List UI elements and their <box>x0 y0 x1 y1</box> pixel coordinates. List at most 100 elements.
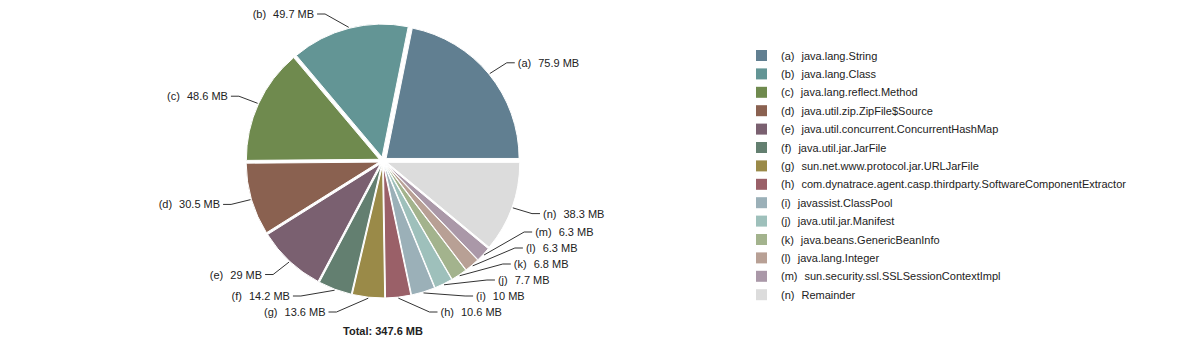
data-label: (l) 6.3 MB <box>526 242 578 254</box>
legend-name: javassist.ClassPool <box>797 197 893 209</box>
label-value: 6.3 MB <box>543 242 578 254</box>
legend-name: java.beans.GenericBeanInfo <box>800 234 940 246</box>
legend-name: java.lang.reflect.Method <box>800 86 918 98</box>
label-value: 29 MB <box>230 269 262 281</box>
legend-label: (m) sun.security.ssl.SSLSessionContextImp… <box>781 270 1001 282</box>
legend-code: (c) <box>781 86 794 98</box>
leader-line <box>317 14 349 27</box>
label-value: 38.3 MB <box>563 208 604 220</box>
legend-code: (d) <box>781 105 794 117</box>
data-label: (a) 75.9 MB <box>518 57 579 69</box>
legend-label: (h)com.dynatrace.agent.casp.thirdparty.S… <box>781 178 1126 190</box>
legend-label: (b)java.lang.Class <box>781 68 877 80</box>
label-code: (l) <box>526 242 536 254</box>
label-value: 75.9 MB <box>538 57 579 69</box>
pie-slice <box>387 162 520 247</box>
label-code: (h) <box>441 306 454 318</box>
label-code: (g) <box>264 306 277 318</box>
legend-label: (d) java.util.zip.ZipFile$Source <box>781 105 933 117</box>
legend-swatch <box>756 216 767 227</box>
legend-code: (a) <box>781 50 794 62</box>
legend-name: java.lang.Integer <box>797 252 880 264</box>
label-code: (f) <box>232 290 242 302</box>
total-label: Total: 347.6 MB <box>343 325 423 337</box>
legend-name: java.util.zip.ZipFile$Source <box>800 105 932 117</box>
legend-swatch <box>756 197 767 208</box>
legend-swatch <box>756 50 767 61</box>
leader-line <box>513 208 540 214</box>
label-code: (k) <box>514 258 527 270</box>
legend-code: (e) <box>781 123 794 135</box>
legend-swatch <box>756 105 767 116</box>
slices <box>246 24 520 298</box>
data-label: (i) 10 MB <box>476 290 525 302</box>
leader-line <box>473 248 523 266</box>
data-label: (f) 14.2 MB <box>232 290 290 302</box>
label-code: (a) <box>518 57 531 69</box>
legend-label: (k) java.beans.GenericBeanInfo <box>781 234 940 246</box>
legend-swatch <box>756 289 767 300</box>
chart: (a)75.9 MB(b)49.7 MB(c)48.6 MB(d)30.5 MB… <box>0 0 1200 350</box>
legend-swatch <box>756 124 767 135</box>
legend-code: (k) <box>781 234 794 246</box>
legend-swatch <box>756 271 767 282</box>
data-label: (e) 29 MB <box>210 269 262 281</box>
leader-lines <box>223 14 540 312</box>
label-value: 49.7 MB <box>273 8 314 20</box>
legend-code: (g) <box>781 160 794 172</box>
legend-name: java.util.jar.JarFile <box>797 142 886 154</box>
legend-label: (n) Remainder <box>781 289 856 301</box>
legend-label: (e)java.util.concurrent.ConcurrentHashMa… <box>781 123 998 135</box>
legend-label: (g)sun.net.www.protocol.jar.URLJarFile <box>781 160 979 172</box>
label-code: (i) <box>476 290 486 302</box>
legend-swatch <box>756 142 767 153</box>
label-code: (n) <box>543 208 556 220</box>
label-code: (b) <box>253 8 266 20</box>
data-label: (m)6.3 MB <box>535 226 593 238</box>
label-code: (e) <box>210 269 223 281</box>
legend-name: java.util.jar.Manifest <box>797 215 895 227</box>
label-value: 30.5 MB <box>179 198 220 210</box>
legend-label: (l)java.lang.Integer <box>781 252 879 264</box>
legend-swatch <box>756 87 767 98</box>
leader-line <box>265 262 289 274</box>
legend-swatch <box>756 252 767 263</box>
leader-line <box>444 280 495 285</box>
data-label: (g)13.6 MB <box>264 306 325 318</box>
legend-code: (h) <box>781 178 794 190</box>
pie-slice <box>352 165 384 298</box>
data-labels: (a)75.9 MB(b)49.7 MB(c)48.6 MB(d)30.5 MB… <box>159 8 605 318</box>
legend-name: java.lang.Class <box>800 68 876 80</box>
legend-code: (n) <box>781 289 794 301</box>
legend-name: sun.security.ssl.SSLSessionContextImpl <box>805 270 1001 282</box>
legend: (a) java.lang.String (b)java.lang.Class (c)… <box>756 50 1126 301</box>
label-value: 10 MB <box>493 290 525 302</box>
data-label: (n) 38.3 MB <box>543 208 604 220</box>
legend-name: java.lang.String <box>800 50 877 62</box>
leader-line <box>460 264 511 276</box>
legend-code: (m) <box>781 270 798 282</box>
legend-label: (c) java.lang.reflect.Method <box>781 86 918 98</box>
legend-code: (f) <box>781 142 791 154</box>
legend-swatch <box>756 160 767 171</box>
legend-label: (j) java.util.jar.Manifest <box>781 215 894 227</box>
legend-label: (f) java.util.jar.JarFile <box>781 142 886 154</box>
legend-name: Remainder <box>801 289 855 301</box>
legend-swatch <box>756 68 767 79</box>
label-code: (j) <box>498 274 508 286</box>
legend-code: (i) <box>781 197 791 209</box>
legend-code: (j) <box>781 215 791 227</box>
label-value: 14.2 MB <box>249 290 290 302</box>
data-label: (j)7.7 MB <box>498 274 550 286</box>
legend-swatch <box>756 234 767 245</box>
label-value: 10.6 MB <box>461 306 502 318</box>
leader-line <box>424 293 474 296</box>
label-value: 6.3 MB <box>559 226 594 238</box>
data-label: (b) 49.7 MB <box>253 8 314 20</box>
leader-line <box>484 232 532 255</box>
label-code: (c) <box>167 90 180 102</box>
legend-label: (i) javassist.ClassPool <box>781 197 893 209</box>
data-label: (d)30.5 MB <box>159 198 220 210</box>
legend-label: (a) java.lang.String <box>781 50 877 62</box>
legend-swatch <box>756 179 767 190</box>
